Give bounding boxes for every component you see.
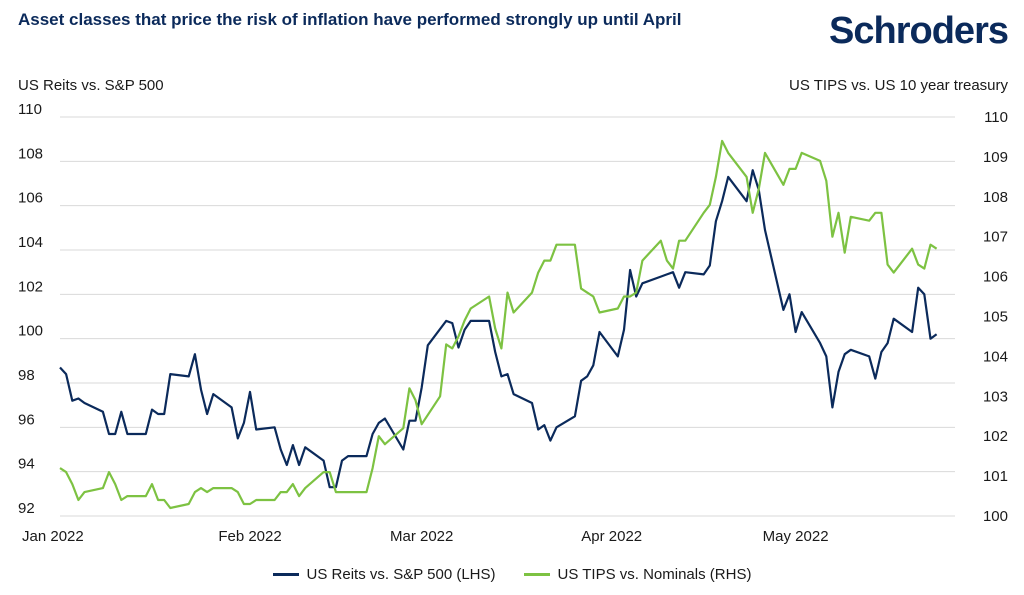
legend-item-reits: US Reits vs. S&P 500 (LHS) bbox=[272, 566, 496, 583]
x-tick-label-3: Apr 2022 bbox=[581, 528, 642, 545]
left-tick-label-106: 106 bbox=[18, 190, 43, 207]
chart-title: Asset classes that price the risk of inf… bbox=[18, 10, 682, 29]
left-tick-label-92: 92 bbox=[18, 500, 35, 517]
left-tick-label-100: 100 bbox=[18, 323, 43, 340]
right-tick-label-106: 106 bbox=[983, 269, 1008, 286]
right-axis-title: US TIPS vs. US 10 year treasury bbox=[789, 77, 1008, 94]
right-tick-label-103: 103 bbox=[983, 388, 1008, 405]
left-tick-label-104: 104 bbox=[18, 234, 43, 251]
x-tick-label-2: Mar 2022 bbox=[390, 528, 453, 545]
legend-label-reits: US Reits vs. S&P 500 (LHS) bbox=[306, 566, 496, 583]
right-tick-label-109: 109 bbox=[983, 149, 1008, 166]
x-tick-label-0: Jan 2022 bbox=[22, 528, 84, 545]
right-tick-label-104: 104 bbox=[983, 348, 1008, 365]
series-line-tips bbox=[59, 139, 938, 510]
right-tick-label-101: 101 bbox=[983, 468, 1008, 485]
left-tick-label-98: 98 bbox=[18, 367, 35, 384]
legend-swatch-tips bbox=[523, 573, 550, 576]
right-tick-label-107: 107 bbox=[983, 229, 1008, 246]
right-tick-label-102: 102 bbox=[983, 428, 1008, 445]
right-tick-label-105: 105 bbox=[983, 309, 1008, 326]
right-tick-label-108: 108 bbox=[983, 189, 1008, 206]
gridlines bbox=[60, 116, 955, 517]
legend-swatch-reits bbox=[272, 573, 299, 576]
left-tick-label-110: 110 bbox=[18, 101, 42, 118]
right-y-axis: 100 101 102 103 104 105 106 107 108 109 110 bbox=[983, 109, 1008, 525]
legend-item-tips: US TIPS vs. Nominals (RHS) bbox=[523, 566, 752, 583]
left-tick-label-94: 94 bbox=[18, 456, 35, 473]
left-axis-title: US Reits vs. S&P 500 bbox=[18, 77, 164, 94]
x-axis: Jan 2022 Feb 2022 Mar 2022 Apr 2022 May 2022 bbox=[22, 528, 829, 545]
series-line-reits bbox=[59, 169, 938, 489]
series-lines bbox=[59, 139, 938, 510]
schroders-logo: Schroders bbox=[829, 10, 1009, 52]
left-tick-label-102: 102 bbox=[18, 278, 43, 295]
legend-label-tips: US TIPS vs. Nominals (RHS) bbox=[557, 566, 752, 583]
left-y-axis: 92 94 96 98 100 102 104 106 108 110 bbox=[18, 101, 43, 517]
left-tick-label-96: 96 bbox=[18, 411, 35, 428]
right-tick-label-110: 110 bbox=[984, 109, 1008, 126]
x-tick-label-4: May 2022 bbox=[763, 528, 829, 545]
legend: US Reits vs. S&P 500 (LHS) US TIPS vs. N… bbox=[0, 566, 1024, 583]
left-tick-label-108: 108 bbox=[18, 145, 43, 162]
x-tick-label-1: Feb 2022 bbox=[218, 528, 281, 545]
right-tick-label-100: 100 bbox=[983, 508, 1008, 525]
